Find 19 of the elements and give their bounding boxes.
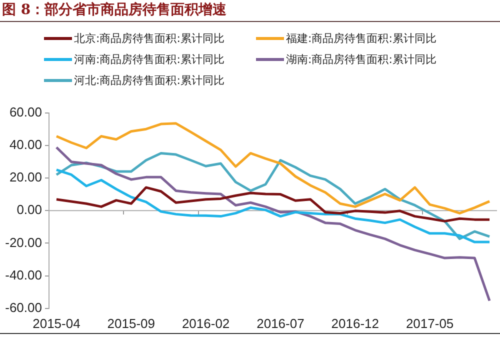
x-tick-label: 2016-12 [331, 316, 379, 331]
legend-label: 福建:商品房待售面积:累计同比 [286, 31, 436, 46]
y-tick-label: -60.00 [5, 300, 42, 315]
legend-label: 河北:商品房待售面积:累计同比 [74, 73, 224, 88]
chart-title: 图 8：部分省市商品房待售面积增速 [2, 1, 227, 19]
x-tick-label: 2016-02 [182, 316, 230, 331]
legend-label: 湖南:商品房待售面积:累计同比 [286, 52, 436, 67]
legend-label: 北京:商品房待售面积:累计同比 [74, 31, 224, 46]
legend-label: 河南:商品房待售面积:累计同比 [74, 52, 224, 67]
y-tick-label: 60.00 [9, 104, 42, 120]
x-tick-label: 2015-09 [107, 316, 155, 331]
y-tick-label: 40.00 [9, 136, 42, 152]
x-tick-label: 2016-07 [256, 316, 304, 331]
y-tick-label: -20.00 [5, 234, 42, 250]
x-tick-label: 2015-04 [32, 316, 80, 331]
y-tick-label: 20.00 [9, 170, 42, 185]
y-tick-label: 0.00 [16, 202, 42, 218]
x-tick-label: 2017-05 [406, 316, 454, 331]
y-tick-label: -40.00 [5, 267, 42, 282]
